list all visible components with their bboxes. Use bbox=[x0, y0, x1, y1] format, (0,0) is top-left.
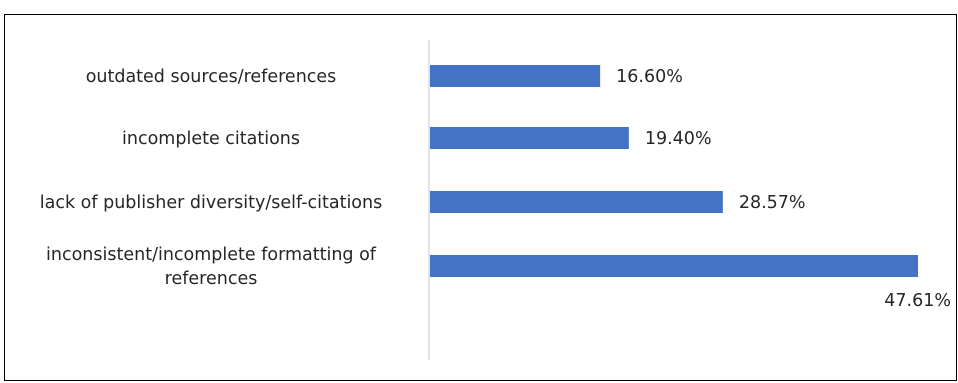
category-label-line: incomplete citations bbox=[122, 129, 300, 149]
category-label-line: outdated sources/references bbox=[86, 67, 337, 87]
bar-chart: outdated sources/references 16.60% incompl… bbox=[40, 40, 951, 360]
value-label-3: 28.57% bbox=[739, 193, 806, 213]
category-label-4: inconsistent/incomplete formatting of ref… bbox=[46, 245, 377, 289]
category-label-line: references bbox=[165, 269, 258, 289]
category-label-1: outdated sources/references bbox=[86, 67, 337, 87]
value-label-2: 19.40% bbox=[645, 129, 712, 149]
chart-frame: outdated sources/references 16.60% incompl… bbox=[4, 14, 957, 381]
value-label-4: 47.61% bbox=[884, 291, 951, 311]
category-label-3: lack of publisher diversity/self-citatio… bbox=[40, 193, 382, 213]
bar-2 bbox=[430, 127, 629, 149]
category-label-2: incomplete citations bbox=[122, 129, 300, 149]
value-label-1: 16.60% bbox=[616, 67, 683, 87]
bar-1 bbox=[430, 65, 601, 87]
bar-3 bbox=[430, 191, 723, 213]
category-label-line: inconsistent/incomplete formatting of bbox=[46, 245, 377, 265]
category-label-line: lack of publisher diversity/self-citatio… bbox=[40, 193, 382, 213]
bar-4 bbox=[430, 255, 918, 277]
